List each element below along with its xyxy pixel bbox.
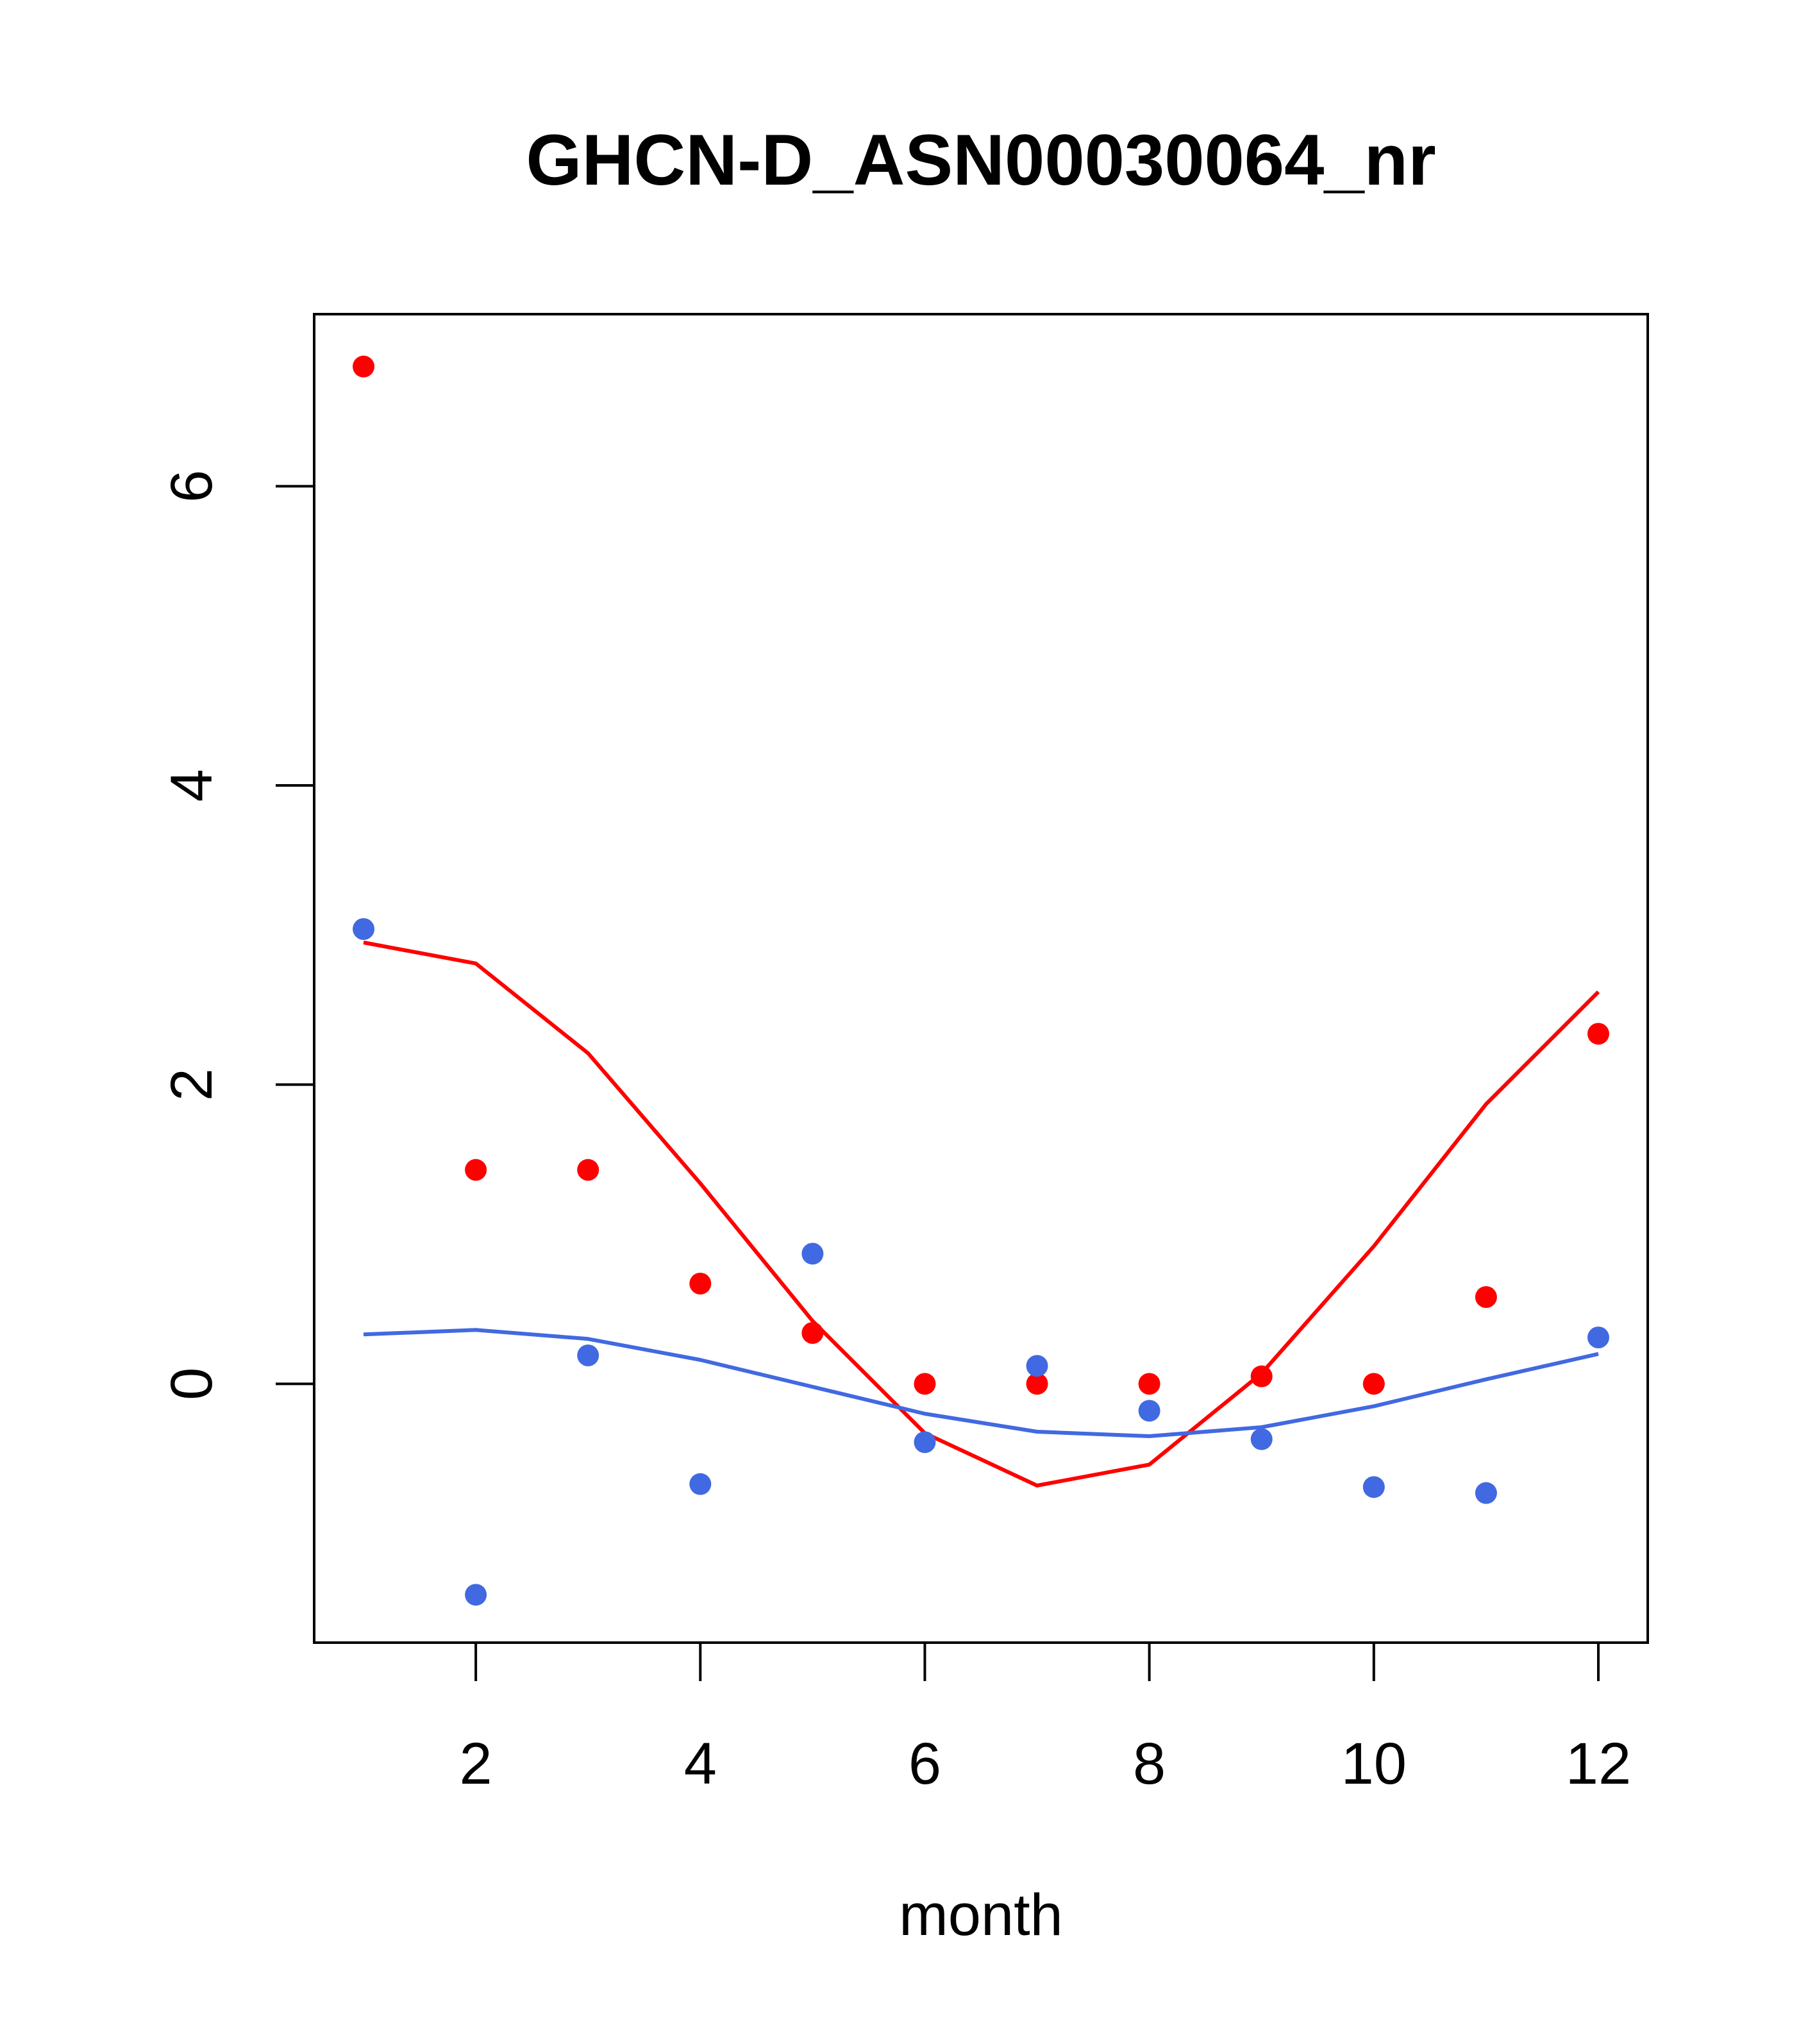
x-tick-label: 4 — [684, 1731, 717, 1797]
series-0-point — [465, 1159, 487, 1181]
series-0-point — [1587, 1023, 1609, 1045]
x-axis-label: month — [899, 1882, 1063, 1948]
y-tick-label: 4 — [159, 769, 224, 801]
series-0-point — [689, 1273, 712, 1294]
series-1-point — [1250, 1428, 1273, 1450]
y-tick-label: 2 — [159, 1068, 224, 1101]
x-tick-label: 10 — [1341, 1731, 1407, 1797]
x-tick-label: 8 — [1133, 1731, 1166, 1797]
series-0-point — [577, 1159, 599, 1181]
series-0-point — [914, 1373, 936, 1395]
series-1-point — [577, 1345, 599, 1366]
y-tick-label: 6 — [159, 470, 224, 503]
series-0-point — [353, 355, 375, 378]
series-points — [353, 355, 1609, 1606]
series-0-point — [801, 1322, 824, 1344]
series-1-point — [689, 1473, 712, 1495]
x-tick-label: 6 — [908, 1731, 941, 1797]
series-1-point — [1587, 1327, 1609, 1348]
series-1-point — [353, 918, 375, 940]
series-1-point — [914, 1431, 936, 1453]
chart-title: GHCN-D_ASN00030064_nr — [526, 120, 1436, 200]
y-tick-label: 0 — [159, 1368, 224, 1400]
series-0-point — [1362, 1373, 1385, 1395]
plot-frame — [313, 313, 1649, 1644]
x-tick-label: 12 — [1566, 1731, 1631, 1797]
series-0-point — [1250, 1365, 1273, 1387]
series-0-point — [1026, 1373, 1048, 1395]
series-0-line — [363, 941, 1600, 1487]
series-1-point — [465, 1584, 487, 1606]
series-1-point — [1475, 1482, 1497, 1504]
series-1-line — [363, 1328, 1599, 1438]
series-1-point — [801, 1243, 824, 1265]
x-tick-label: 2 — [460, 1731, 492, 1797]
series-0-point — [1475, 1286, 1497, 1308]
series-1-point — [1362, 1476, 1385, 1498]
series-0-point — [1138, 1373, 1160, 1395]
series-lines — [363, 941, 1600, 1487]
series-1-point — [1138, 1400, 1160, 1422]
series-1-point — [1026, 1355, 1048, 1377]
axes: 2 4 6 8 10 12 0 2 4 6 — [159, 313, 1649, 1797]
